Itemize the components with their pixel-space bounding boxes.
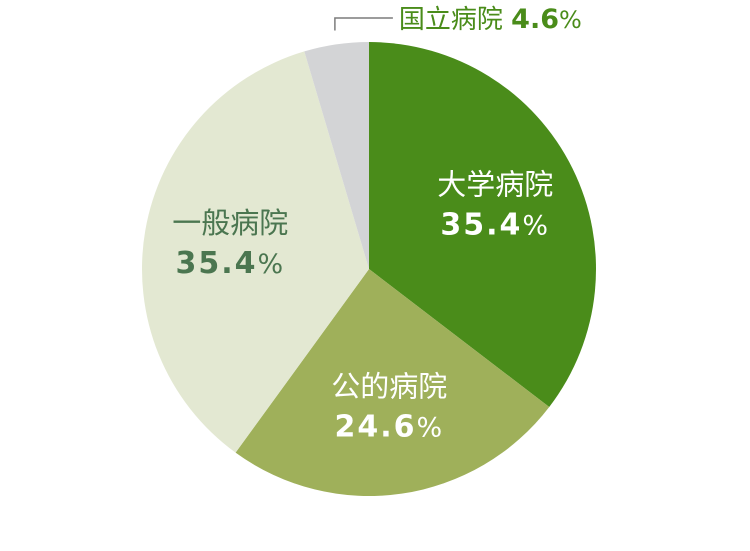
pie-labels: 大学病院 35.4% 公的病院 24.6% 一般病院 35.4% 国立病院 4.6%: [172, 4, 582, 444]
slice-3-percent-sign: %: [257, 249, 285, 280]
slice-4-leader-line: [334, 17, 393, 31]
slice-3-value: 35.4%: [175, 246, 285, 281]
pie-slices: [141, 42, 597, 497]
slice-1-wedge: [369, 42, 597, 407]
slice-1-label: 大学病院: [437, 168, 553, 202]
slice-2-label: 公的病院: [331, 369, 447, 403]
slice-2-value: 24.6%: [334, 409, 444, 444]
slice-4-callout: 国立病院 4.6%: [399, 4, 582, 35]
slice-4-label: 国立病院: [399, 5, 511, 35]
slice-3-wedge: [141, 51, 369, 453]
slice-4-value: 4.6: [511, 4, 559, 35]
slice-2-wedge: [235, 269, 550, 497]
slice-1-percent-sign: %: [522, 211, 550, 242]
slice-4-wedge: [304, 42, 369, 269]
slice-4-percent-sign: %: [559, 6, 582, 34]
slice-3-label: 一般病院: [172, 206, 288, 240]
slice-1-value: 35.4%: [440, 208, 550, 243]
slice-2-percent-sign: %: [416, 412, 444, 443]
